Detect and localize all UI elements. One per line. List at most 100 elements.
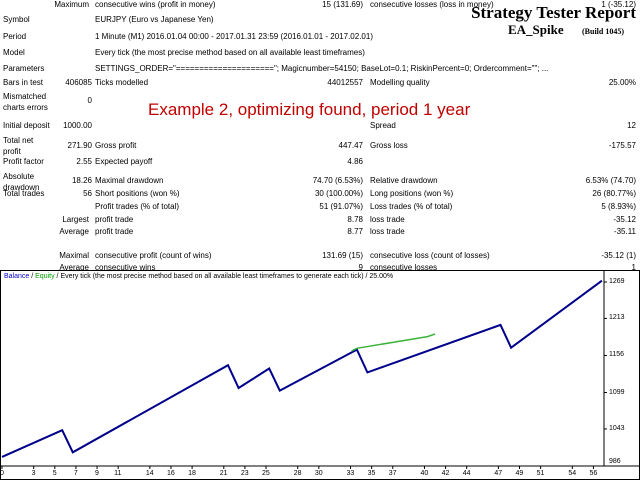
largest-loss-label: loss trade [370, 215, 405, 224]
y-tick-label: 1269 [609, 278, 625, 285]
chart-canvas [0, 270, 640, 480]
net-profit-value: 271.90 [67, 141, 92, 150]
abs-drawdown-label: Absolute drawdown [3, 172, 40, 192]
x-tick-label: 9 [95, 470, 99, 477]
symbol-label: Symbol [3, 15, 30, 24]
net-profit-label: Total net profit [3, 136, 34, 156]
loss-trades-label: Loss trades (% of total) [370, 202, 453, 211]
x-tick-label: 30 [314, 470, 323, 477]
largest-loss-value: -35.12 [613, 215, 636, 224]
y-tick-label: 1099 [609, 388, 625, 396]
deposit-label: Initial deposit [3, 121, 50, 130]
short-positions-value: 30 (100.00%) [314, 189, 363, 198]
row-average-label2: profit trade [95, 227, 134, 236]
x-tick-label: 37 [388, 470, 397, 477]
x-tick-label: 28 [293, 470, 302, 477]
spread-label: Spread [370, 121, 396, 130]
model-value: Every tick (the most precise method base… [95, 48, 365, 57]
long-positions-value: 26 (80.77%) [592, 189, 636, 198]
gross-loss-value: -175.57 [608, 141, 636, 150]
row-maximum-value3: 1 (-35.12) [601, 0, 636, 9]
total-trades-label: Total trades [3, 189, 45, 198]
x-tick-label: 54 [568, 470, 577, 477]
row-maximal-label2: consecutive profit (count of wins) [95, 251, 212, 260]
model-label: Model [3, 48, 25, 57]
ticks-label: Ticks modelled [95, 78, 149, 87]
row-maximal-label: Maximal [59, 251, 89, 260]
ticks-value: 44012557 [327, 78, 363, 87]
x-tick-label: 51 [536, 470, 545, 477]
rel-drawdown-label: Relative drawdown [370, 176, 438, 185]
x-tick-label: 7 [73, 470, 78, 477]
legend-equity: Equity [35, 273, 55, 280]
parameters-label: Parameters [3, 64, 45, 73]
row-average-consecutive-value2: 9 [358, 263, 363, 272]
row-average-consecutive-label3: consecutive losses [370, 263, 438, 272]
x-tick-label: 35 [367, 470, 376, 477]
x-tick-label: 11 [114, 470, 122, 477]
row-maximum-label3: consecutive losses (loss in money) [370, 0, 494, 9]
x-tick-label: 56 [589, 470, 598, 477]
headline-annotation: Example 2, optimizing found, period 1 ye… [148, 100, 471, 119]
x-tick-label: 16 [166, 470, 175, 477]
max-drawdown-value: 74.70 (6.53%) [312, 176, 363, 185]
row-average-value3: -35.11 [613, 227, 636, 236]
total-trades-value: 56 [83, 189, 92, 198]
x-tick-label: 40 [420, 470, 429, 477]
x-tick-label: 33 [346, 470, 355, 477]
row-average-consecutive-label2: consecutive wins [95, 263, 156, 272]
period-value: 1 Minute (M1) 2016.01.04 00:00 - 2017.01… [95, 32, 373, 41]
chart-frame [0, 270, 640, 480]
report-title: Strategy Tester Report [471, 3, 636, 22]
legend-description: / Every tick (the most precise method ba… [54, 273, 394, 280]
x-tick-label: 21 [219, 470, 228, 477]
profit-trades-label: Profit trades (% of total) [95, 202, 180, 211]
long-positions-label: Long positions (won %) [370, 189, 454, 198]
row-maximal-value2: 131.69 (15) [322, 251, 363, 260]
spread-value: 12 [627, 121, 636, 130]
chart-legend: Balance / Equity / Every tick (the most … [4, 272, 393, 281]
x-tick-label: 47 [494, 470, 503, 477]
largest-profit-value: 8.78 [347, 215, 363, 224]
gross-loss-label: Gross loss [370, 141, 408, 150]
loss-trades-value: 5 (8.93%) [601, 202, 636, 211]
x-tick-label: 44 [462, 470, 471, 477]
bars-label: Bars in test [3, 78, 44, 87]
report-summary: Strategy Tester Report EA_Spike (Build 1… [3, 3, 636, 224]
profit-trades-value: 51 (91.07%) [319, 202, 363, 211]
x-tick-label: 25 [262, 470, 270, 477]
row-maximal-value3: -35.12 (1) [601, 251, 636, 260]
equity-series-line [351, 333, 436, 352]
row-maximum-label2: consecutive wins (profit in money) [95, 0, 216, 9]
x-tick-label: 42 [441, 470, 450, 477]
row-maximal-label3: consecutive loss (count of losses) [370, 251, 490, 260]
x-tick-label: 23 [240, 470, 249, 477]
gross-profit-value: 447.47 [338, 141, 363, 150]
max-drawdown-label: Maximal drawdown [95, 176, 164, 185]
quality-value: 25.00% [608, 78, 636, 87]
x-tick-label: 5 [52, 470, 57, 477]
legend-separator: / [29, 273, 36, 280]
y-tick-label: 1043 [609, 424, 625, 432]
expected-payoff-label: Expected payoff [95, 157, 153, 166]
short-positions-label: Short positions (won %) [95, 189, 180, 198]
profit-factor-label: Profit factor [3, 157, 44, 166]
abs-drawdown-value: 18.26 [71, 176, 92, 185]
profit-factor-value: 2.55 [76, 157, 92, 166]
x-tick-label: 3 [31, 470, 36, 477]
x-tick-label: 0 [0, 470, 4, 477]
build-number: (Build 1045) [582, 27, 625, 36]
period-label: Period [3, 32, 27, 41]
x-tick-label: 18 [188, 470, 196, 477]
parameters-value: SETTINGS_ORDER="====================="; … [95, 64, 549, 73]
ea-name: EA_Spike [508, 22, 564, 37]
symbol-value: EURJPY (Euro vs Japanese Yen) [95, 15, 214, 24]
row-average-label: Average [59, 227, 89, 236]
bars-value: 406085 [65, 78, 92, 87]
mismatched-value: 0 [87, 96, 92, 105]
expected-payoff-value: 4.86 [347, 157, 363, 166]
deposit-value: 1000.00 [63, 121, 92, 130]
x-tick-label: 14 [145, 470, 154, 477]
row-average-consecutive-value3: 1 [631, 263, 636, 272]
largest-profit-label: profit trade [95, 215, 134, 224]
